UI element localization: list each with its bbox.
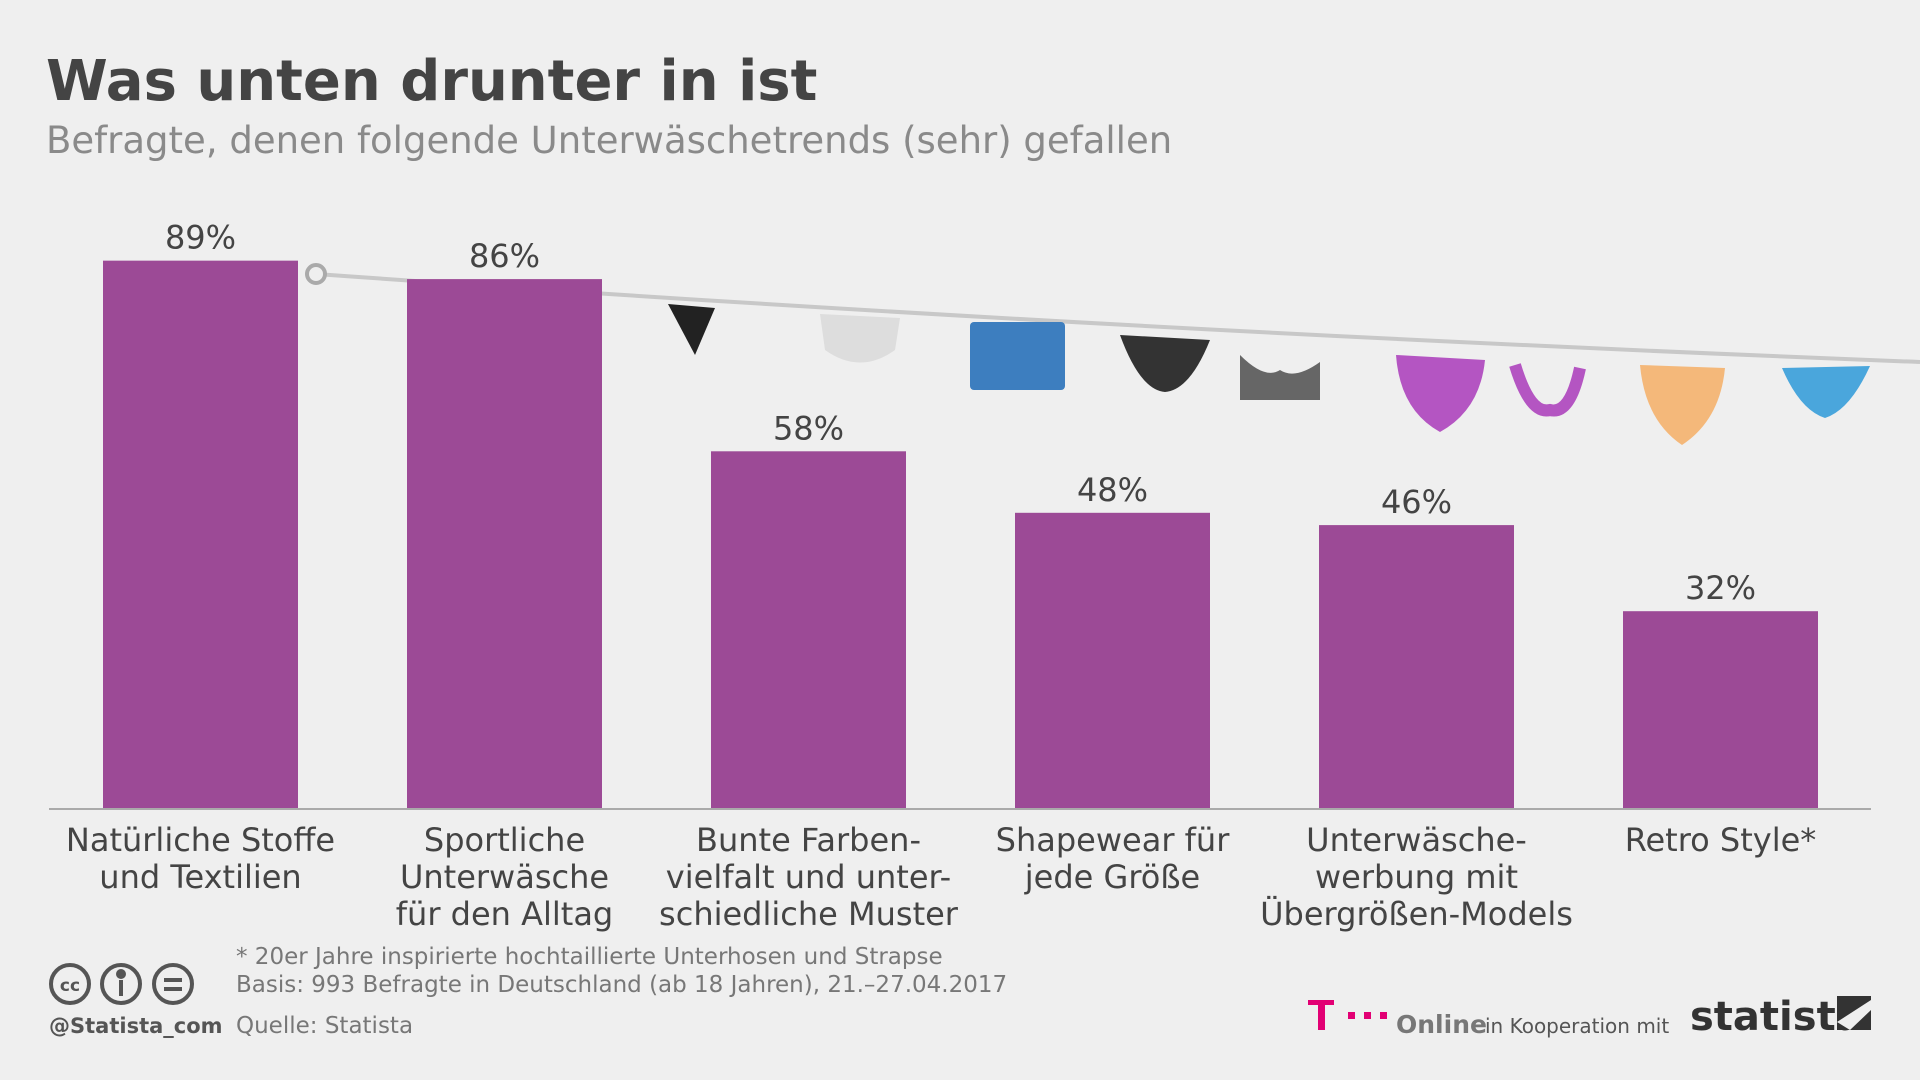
x-tick-label: werbung mit [1315,858,1518,896]
bar [1623,611,1818,808]
value-label: 89% [165,219,236,257]
footnote: * 20er Jahre inspirierte hochtaillierte … [236,944,943,970]
value-label: 58% [773,409,844,447]
telekom-logo [1308,1000,1387,1030]
x-tick-label: jede Größe [1024,858,1200,896]
brand: statista [1690,994,1863,1040]
brand-logo [1837,996,1871,1030]
basis: Basis: 993 Befragte in Deutschland (ab 1… [236,972,1007,998]
x-tick-label: Bunte Farben- [696,821,921,859]
value-label: 86% [469,237,540,275]
x-tick-label: Natürliche Stoffe [66,821,335,859]
value-label: 32% [1685,569,1756,607]
bar [711,451,906,808]
x-tick-label: und Textilien [99,858,301,896]
x-tick-label: Sportliche [424,821,585,859]
x-tick-label: Übergrößen-Models [1260,895,1573,933]
bar [407,279,602,809]
x-tick-label: Unterwäsche- [1306,821,1527,859]
x-tick-label: vielfalt und unter- [666,858,951,896]
partner-name: Online [1396,1010,1487,1039]
bar [1319,525,1514,808]
chart-title: Was unten drunter in ist [46,49,817,114]
bar [103,260,298,808]
handle: @Statista_com [49,1014,223,1038]
x-tick-label: Unterwäsche [400,858,609,896]
value-label: 46% [1381,483,1452,521]
source: Quelle: Statista [236,1013,413,1039]
bar [1015,512,1210,808]
x-tick-label: Shapewear für [996,821,1231,859]
x-tick-label: schiedliche Muster [659,895,959,933]
cooperation: in Kooperation mit [1485,1014,1669,1038]
svg-text:cc: cc [60,976,80,996]
x-tick-label: Retro Style* [1625,821,1817,859]
value-label: 48% [1077,471,1148,509]
x-tick-label: für den Alltag [396,895,613,933]
cc-icons: cc [49,963,194,1005]
chart-subtitle: Befragte, denen folgende Unterwäschetren… [46,119,1172,162]
